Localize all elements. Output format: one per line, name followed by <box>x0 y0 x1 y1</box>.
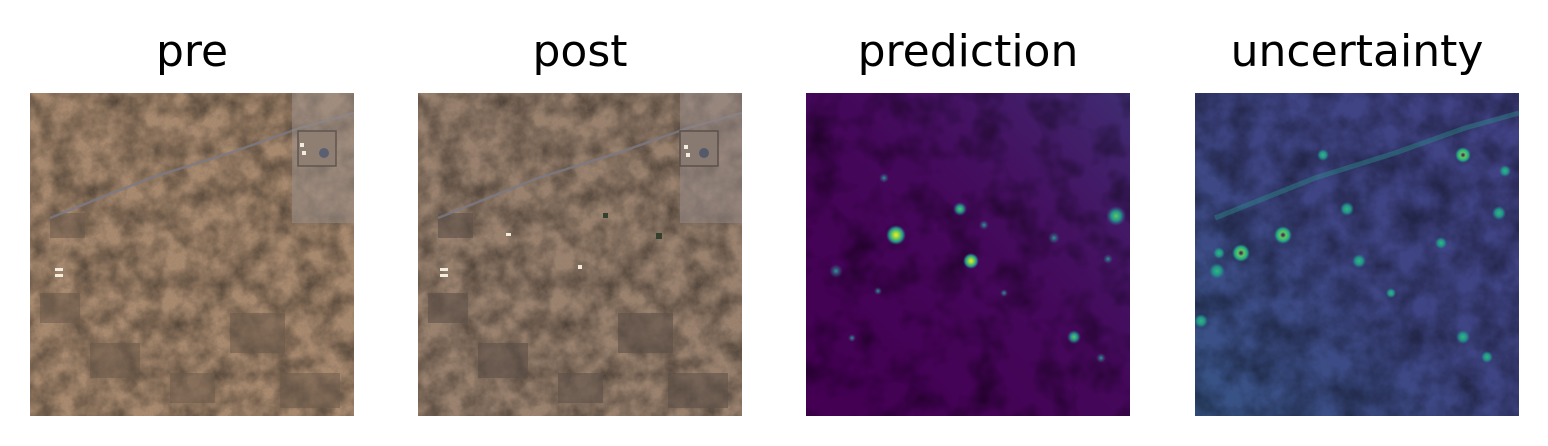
panel-pre: pre <box>30 0 354 446</box>
uncertainty-heatmap <box>1195 93 1519 416</box>
panel-title-prediction: prediction <box>857 26 1079 77</box>
panel-title-post: post <box>532 26 628 77</box>
panel-title-pre: pre <box>155 26 229 77</box>
panel-prediction: prediction <box>806 0 1130 446</box>
panel-uncertainty: uncertainty <box>1195 0 1519 446</box>
post-satellite-image <box>418 93 742 416</box>
panel-title-uncertainty: uncertainty <box>1230 26 1484 77</box>
prediction-heatmap <box>806 93 1130 416</box>
pre-satellite-image <box>30 93 354 416</box>
panel-post: post <box>418 0 742 446</box>
